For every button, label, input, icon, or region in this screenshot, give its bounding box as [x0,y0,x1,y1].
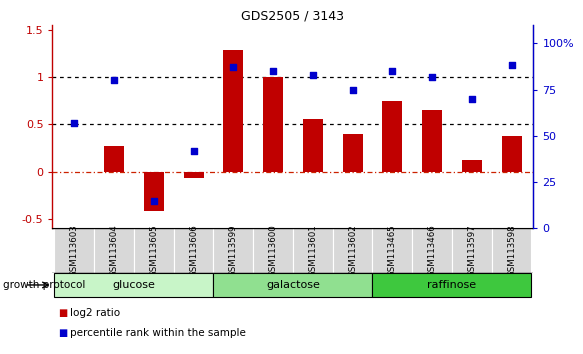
Bar [253,228,293,273]
Bar [213,228,253,273]
Text: glucose: glucose [113,280,156,290]
Text: GSM113601: GSM113601 [308,224,317,277]
Text: growth protocol: growth protocol [3,280,85,290]
Text: GSM113598: GSM113598 [507,224,516,277]
Text: ■: ■ [58,308,68,318]
Text: GSM113603: GSM113603 [70,224,79,277]
Bar [213,273,373,297]
Bar [263,77,283,172]
Text: ■: ■ [58,328,68,338]
Bar [382,101,402,172]
Point [268,68,278,74]
Text: log2 ratio: log2 ratio [70,308,120,318]
Bar [104,146,124,172]
Point [308,72,318,78]
Text: GSM113602: GSM113602 [348,224,357,277]
Point [189,148,198,153]
Bar [184,172,203,178]
Point [507,63,516,68]
Bar [303,119,323,172]
Bar [223,50,243,172]
Text: GSM113600: GSM113600 [269,224,278,277]
Bar [462,160,482,172]
Text: GSM113605: GSM113605 [149,224,159,277]
Bar [491,228,532,273]
Bar [422,110,442,172]
Bar [54,273,213,297]
Text: GSM113604: GSM113604 [110,224,118,277]
Bar [54,228,94,273]
Bar [293,228,333,273]
Bar [373,273,532,297]
Point [388,68,397,74]
Point [229,64,238,70]
Bar [452,228,491,273]
Bar [144,172,164,211]
Bar [501,137,522,172]
Point [467,96,476,102]
Text: GSM113465: GSM113465 [388,224,397,277]
Point [348,87,357,92]
Text: GSM113599: GSM113599 [229,224,238,277]
Bar [94,228,134,273]
Title: GDS2505 / 3143: GDS2505 / 3143 [241,9,345,22]
Text: percentile rank within the sample: percentile rank within the sample [70,328,246,338]
Point [427,74,437,79]
Point [110,78,119,83]
Bar [333,228,373,273]
Bar [343,134,363,172]
Point [149,198,159,204]
Bar [174,228,213,273]
Bar [373,228,412,273]
Point [70,120,79,126]
Text: GSM113466: GSM113466 [427,224,437,277]
Text: raffinose: raffinose [427,280,476,290]
Bar [134,228,174,273]
Text: GSM113606: GSM113606 [189,224,198,277]
Text: GSM113597: GSM113597 [468,224,476,277]
Bar [412,228,452,273]
Text: galactose: galactose [266,280,320,290]
